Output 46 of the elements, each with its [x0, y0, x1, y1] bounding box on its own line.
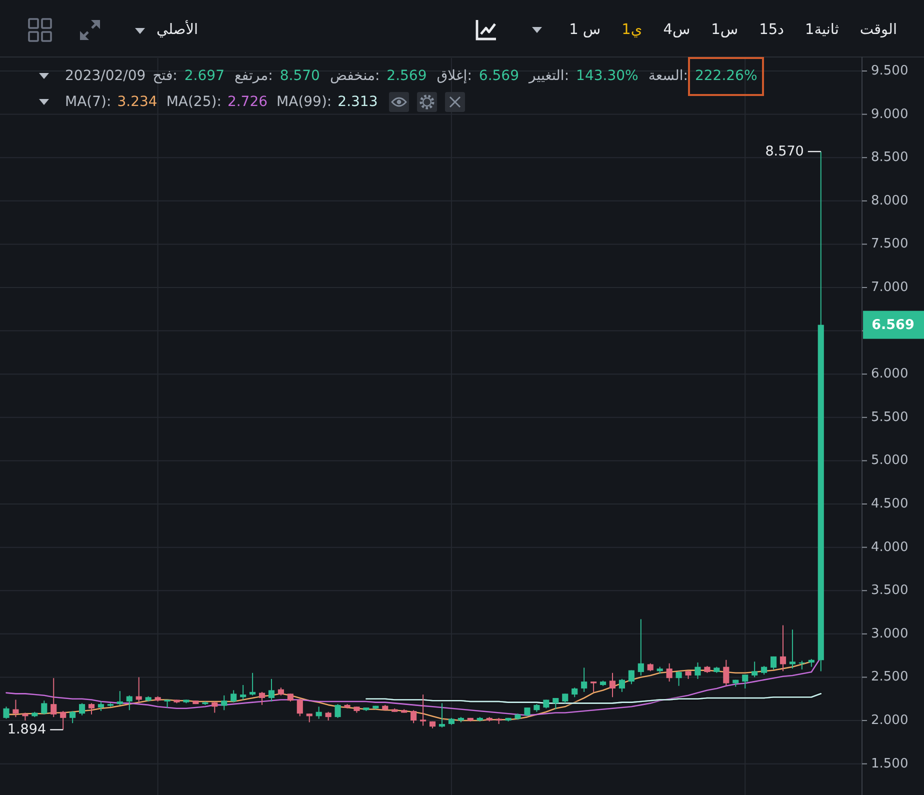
y-tick-label: 9.500: [871, 64, 908, 78]
text: الأصلي: [156, 19, 198, 40]
y-tick-label: 5.000: [871, 453, 908, 468]
y-tick-label: 4.000: [871, 540, 908, 555]
y-tick-label: 2.500: [871, 670, 908, 685]
annotation: 8.570: [765, 144, 804, 160]
last-price-tag: 6.569: [863, 310, 924, 339]
annotation: 3.234: [117, 93, 158, 112]
text: 1 س: [569, 21, 601, 40]
annotation: فتح:: [152, 67, 178, 86]
y-tick-label: 7.000: [871, 280, 908, 295]
text: 15د: [759, 21, 784, 40]
text: 1ي: [622, 21, 642, 40]
annotation: 2023/02/09: [65, 67, 146, 86]
y-tick-label: 8.500: [871, 150, 908, 166]
y-tick-label: 2.000: [871, 713, 908, 728]
annotation: 1.894: [7, 722, 46, 738]
annotation: 222.26%: [694, 67, 758, 86]
y-tick-label: 4.500: [871, 496, 908, 512]
annotation: السعة:: [648, 67, 688, 86]
text: الوقت: [860, 21, 897, 40]
annotation: 6.569: [478, 67, 520, 86]
y-tick-label: 1.500: [871, 756, 908, 772]
annotation: MA(25):: [166, 93, 222, 112]
y-tick-label: 3.000: [871, 626, 908, 642]
y-tick-label: 9.000: [871, 106, 908, 122]
text: 4س: [663, 21, 690, 40]
annotation: MA(7):: [65, 93, 112, 112]
annotation: 2.726: [227, 93, 268, 112]
annotation: منخفض:: [330, 67, 380, 86]
annotation: مرتفع:: [234, 67, 273, 86]
y-tick-label: 6.000: [871, 366, 908, 382]
text: 1ثانية: [805, 21, 839, 40]
annotation: التغيير:: [529, 67, 570, 86]
y-tick-label: 5.500: [871, 410, 908, 425]
annotation: 143.30%: [576, 67, 638, 86]
annotation: 2.569: [386, 67, 427, 86]
annotation: 2.697: [184, 67, 224, 86]
y-tick-label: 3.500: [871, 583, 908, 598]
annotation: إغلاق:: [436, 67, 472, 86]
annotation: 8.570: [280, 67, 320, 86]
y-tick-label: 8.000: [871, 193, 908, 208]
text: 1س: [711, 21, 738, 40]
annotation: MA(99):: [276, 93, 332, 112]
annotation: 2.313: [338, 93, 378, 112]
y-tick-label: 7.500: [871, 236, 908, 252]
